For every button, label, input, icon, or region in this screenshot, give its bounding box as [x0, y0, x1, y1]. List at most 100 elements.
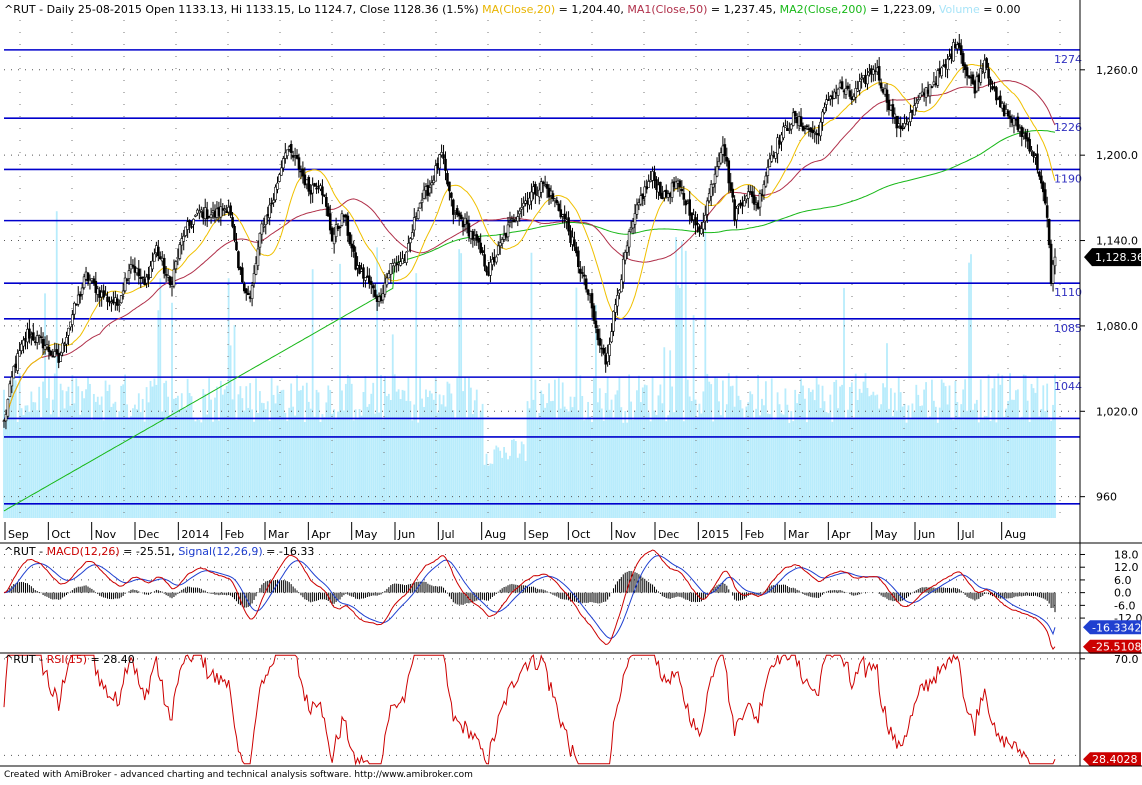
candle-body	[530, 191, 533, 202]
macd-title-part-0: ^RUT -	[4, 545, 47, 558]
volume-bar	[696, 416, 699, 518]
candle-body	[645, 186, 649, 190]
volume-bar	[366, 406, 369, 518]
candle-body	[1051, 263, 1055, 284]
volume-bar	[415, 273, 418, 518]
volume-bar	[804, 398, 806, 518]
volume-bar	[413, 404, 416, 518]
volume-bar	[946, 404, 949, 518]
candle-body	[22, 339, 25, 347]
volume-bar	[262, 403, 265, 518]
candle-body	[631, 221, 635, 229]
candle-body	[74, 303, 78, 306]
volume-bar	[1013, 399, 1015, 518]
volume-bar	[1016, 389, 1019, 518]
volume-bar	[327, 385, 330, 518]
candle-body	[840, 81, 844, 90]
candle-body	[655, 179, 658, 190]
volume-bar	[882, 383, 884, 518]
macd-panel[interactable]: 18.012.06.00.0-6.0-12.0-16.3342-25.5108	[3, 548, 1142, 654]
candle-body	[452, 199, 455, 215]
volume-bar	[866, 387, 869, 518]
volume-bar	[241, 398, 244, 518]
volume-bar	[716, 378, 718, 518]
candle-body	[999, 95, 1002, 108]
volume-bar	[940, 379, 943, 518]
volume-bar	[274, 403, 277, 518]
macd-title-part-1: MACD(12,26)	[47, 545, 120, 558]
candle-body	[606, 352, 609, 363]
candle-body	[231, 217, 234, 227]
volume-bar	[852, 417, 855, 518]
volume-bar	[159, 278, 162, 518]
candle-body	[735, 208, 738, 221]
volume-bar	[487, 465, 490, 518]
volume-bar	[81, 391, 84, 518]
volume-bar	[317, 392, 320, 518]
candle-body	[10, 376, 14, 387]
candle-body	[627, 231, 631, 248]
volume-bar	[555, 419, 558, 518]
candle-body	[682, 193, 686, 200]
volume-bar	[16, 421, 19, 518]
candle-body	[43, 345, 47, 350]
volume-bar	[579, 375, 582, 518]
volume-bar	[667, 415, 670, 518]
volume-bar	[974, 403, 976, 518]
volume-bar	[829, 394, 832, 518]
candle-body	[580, 272, 584, 274]
candle-body	[252, 273, 256, 284]
volume-bar	[714, 376, 716, 518]
volume-bar	[1001, 375, 1004, 518]
volume-bar	[929, 416, 931, 518]
volume-bar	[813, 400, 816, 518]
volume-bar	[3, 389, 5, 518]
volume-bar	[270, 378, 273, 518]
candle-body	[321, 186, 324, 196]
volume-bar	[1040, 408, 1043, 518]
volume-bar	[903, 403, 906, 518]
candle-body	[590, 293, 594, 309]
candle-body	[32, 332, 35, 341]
candle-body	[928, 84, 932, 97]
volume-bar	[440, 404, 443, 518]
volume-bar	[776, 392, 779, 518]
volume-bar	[522, 444, 525, 518]
volume-bar	[763, 405, 765, 518]
volume-bar	[753, 417, 756, 518]
candle-body	[457, 212, 461, 217]
volume-bar	[591, 421, 593, 518]
volume-bar	[1011, 399, 1013, 518]
price-panel[interactable]: 1274 1226 1190 1110 1085 1044 960 1,020.0 1,080.…	[2, 20, 1142, 541]
volume-bar	[1024, 375, 1027, 518]
volume-bar	[55, 211, 58, 518]
candle-body	[172, 268, 176, 287]
volume-bar	[7, 402, 9, 518]
volume-bar	[665, 421, 668, 518]
volume-bar	[862, 381, 865, 518]
volume-bar	[481, 403, 484, 518]
volume-bar	[559, 408, 562, 518]
volume-bar	[802, 385, 804, 518]
candle-body	[494, 256, 498, 263]
volume-bar	[782, 414, 785, 518]
candle-body	[49, 350, 53, 356]
price-levels: 1274 1226 1190 1110 1085 1044	[4, 49, 1082, 505]
volume-bar	[856, 399, 859, 518]
candle-body	[20, 343, 23, 351]
rsi-panel[interactable]: 70.0 28.4028	[3, 653, 1141, 767]
volume-bar	[468, 377, 470, 518]
volume-bar	[936, 422, 939, 518]
volume-bar	[679, 288, 681, 518]
volume-bar	[977, 422, 980, 518]
volume-bar	[448, 383, 451, 518]
volume-bar	[718, 401, 720, 518]
price-panel-title: ^RUT - Daily 25-08-2015 Open 1133.13, Hi…	[4, 3, 1021, 16]
candle-body	[4, 414, 8, 422]
candle-body	[102, 290, 105, 298]
candle-body	[694, 217, 697, 226]
volume-bar	[595, 304, 597, 518]
candle-body	[664, 189, 668, 198]
volume-bar	[411, 420, 414, 518]
volume-bar	[950, 417, 953, 518]
